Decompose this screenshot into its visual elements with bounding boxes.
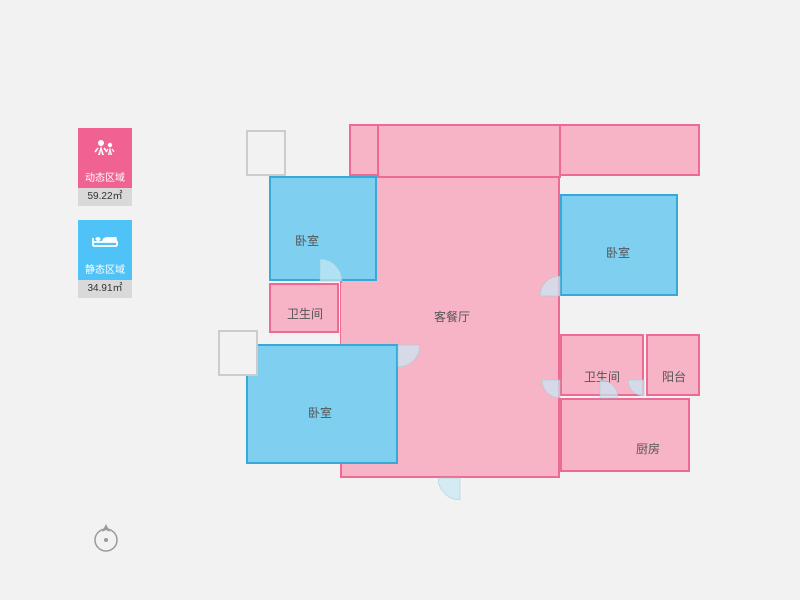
room-卫生间: 卫生间 <box>269 283 339 333</box>
room-卧室: 卧室 <box>269 176 377 281</box>
legend-label: 动态区域 <box>78 170 132 188</box>
window-notch <box>246 130 286 176</box>
legend-dynamic: 动态区域59.22㎡ <box>78 128 132 206</box>
room-area <box>377 124 561 178</box>
legend-static: 静态区域34.91㎡ <box>78 220 132 298</box>
room-label: 卧室 <box>295 232 319 249</box>
legend-value: 34.91㎡ <box>78 280 132 298</box>
room-卧室: 卧室 <box>560 194 678 296</box>
room-label: 厨房 <box>636 440 660 457</box>
compass-icon <box>88 518 124 554</box>
legend-value: 59.22㎡ <box>78 188 132 206</box>
window-notch <box>218 330 258 376</box>
room-label: 客餐厅 <box>434 308 470 325</box>
room-label: 卫生间 <box>584 368 620 385</box>
legend-label: 静态区域 <box>78 262 132 280</box>
people-icon <box>78 128 132 170</box>
room-label: 卧室 <box>606 244 630 261</box>
room-label: 阳台 <box>662 368 686 385</box>
bed-icon <box>78 220 132 262</box>
room-label: 卧室 <box>308 404 332 421</box>
room-卫生间: 卫生间 <box>560 334 644 396</box>
room-厨房: 厨房 <box>560 398 690 472</box>
room-area <box>341 283 399 345</box>
room-阳台: 阳台 <box>646 334 700 396</box>
room-卧室: 卧室 <box>246 344 398 464</box>
room-label: 卫生间 <box>287 305 323 322</box>
